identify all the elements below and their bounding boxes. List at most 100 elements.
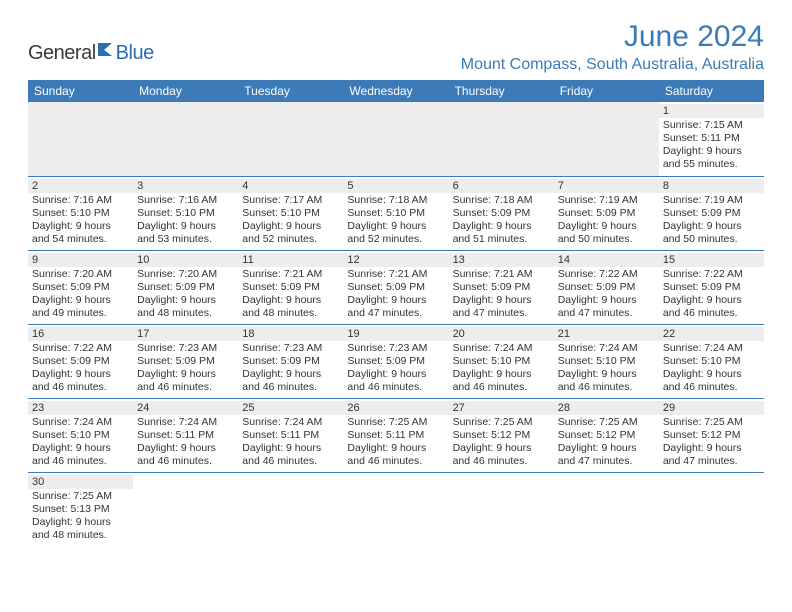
day-number: 23 (28, 401, 133, 415)
day-number: 26 (343, 401, 448, 415)
calendar-row: 23Sunrise: 7:24 AMSunset: 5:10 PMDayligh… (28, 398, 764, 472)
weekday-header: Sunday (28, 80, 133, 102)
day-number: 5 (343, 179, 448, 193)
day-number: 12 (343, 253, 448, 267)
calendar-cell: 17Sunrise: 7:23 AMSunset: 5:09 PMDayligh… (133, 324, 238, 398)
day-detail: Sunrise: 7:24 AMSunset: 5:11 PMDaylight:… (242, 416, 339, 469)
day-detail: Sunrise: 7:18 AMSunset: 5:09 PMDaylight:… (453, 194, 550, 247)
calendar-cell: 28Sunrise: 7:25 AMSunset: 5:12 PMDayligh… (554, 398, 659, 472)
calendar-cell (343, 102, 448, 176)
day-number: 28 (554, 401, 659, 415)
calendar-cell (554, 472, 659, 546)
day-detail: Sunrise: 7:21 AMSunset: 5:09 PMDaylight:… (347, 268, 444, 321)
calendar-cell: 25Sunrise: 7:24 AMSunset: 5:11 PMDayligh… (238, 398, 343, 472)
logo-text-blue: Blue (116, 42, 154, 65)
calendar-cell (238, 102, 343, 176)
day-number: 22 (659, 327, 764, 341)
day-number: 19 (343, 327, 448, 341)
weekday-header: Monday (133, 80, 238, 102)
day-number: 3 (133, 179, 238, 193)
calendar-cell: 12Sunrise: 7:21 AMSunset: 5:09 PMDayligh… (343, 250, 448, 324)
calendar-cell: 29Sunrise: 7:25 AMSunset: 5:12 PMDayligh… (659, 398, 764, 472)
calendar-cell (133, 472, 238, 546)
calendar-cell: 27Sunrise: 7:25 AMSunset: 5:12 PMDayligh… (449, 398, 554, 472)
day-number: 14 (554, 253, 659, 267)
weekday-header: Wednesday (343, 80, 448, 102)
calendar-cell (133, 102, 238, 176)
calendar-row: 9Sunrise: 7:20 AMSunset: 5:09 PMDaylight… (28, 250, 764, 324)
day-detail: Sunrise: 7:25 AMSunset: 5:12 PMDaylight:… (558, 416, 655, 469)
day-detail: Sunrise: 7:15 AMSunset: 5:11 PMDaylight:… (663, 119, 760, 172)
day-number: 13 (449, 253, 554, 267)
day-number: 2 (28, 179, 133, 193)
calendar-cell: 6Sunrise: 7:18 AMSunset: 5:09 PMDaylight… (449, 176, 554, 250)
day-detail: Sunrise: 7:20 AMSunset: 5:09 PMDaylight:… (137, 268, 234, 321)
day-detail: Sunrise: 7:22 AMSunset: 5:09 PMDaylight:… (32, 342, 129, 395)
logo: General Blue (28, 42, 154, 65)
day-number: 20 (449, 327, 554, 341)
calendar-cell: 9Sunrise: 7:20 AMSunset: 5:09 PMDaylight… (28, 250, 133, 324)
day-detail: Sunrise: 7:25 AMSunset: 5:13 PMDaylight:… (32, 490, 129, 543)
calendar-row: 16Sunrise: 7:22 AMSunset: 5:09 PMDayligh… (28, 324, 764, 398)
flag-icon (98, 43, 116, 62)
day-number: 10 (133, 253, 238, 267)
day-detail: Sunrise: 7:19 AMSunset: 5:09 PMDaylight:… (663, 194, 760, 247)
day-detail: Sunrise: 7:23 AMSunset: 5:09 PMDaylight:… (137, 342, 234, 395)
weekday-header: Saturday (659, 80, 764, 102)
header: General Blue June 2024 Mount Compass, So… (28, 20, 764, 74)
calendar-cell: 8Sunrise: 7:19 AMSunset: 5:09 PMDaylight… (659, 176, 764, 250)
day-number: 6 (449, 179, 554, 193)
day-detail: Sunrise: 7:21 AMSunset: 5:09 PMDaylight:… (242, 268, 339, 321)
weekday-header: Friday (554, 80, 659, 102)
calendar-cell: 3Sunrise: 7:16 AMSunset: 5:10 PMDaylight… (133, 176, 238, 250)
calendar-cell: 16Sunrise: 7:22 AMSunset: 5:09 PMDayligh… (28, 324, 133, 398)
calendar-row: 30Sunrise: 7:25 AMSunset: 5:13 PMDayligh… (28, 472, 764, 546)
day-detail: Sunrise: 7:22 AMSunset: 5:09 PMDaylight:… (558, 268, 655, 321)
day-number: 29 (659, 401, 764, 415)
calendar-body: 1Sunrise: 7:15 AMSunset: 5:11 PMDaylight… (28, 102, 764, 546)
calendar-cell: 2Sunrise: 7:16 AMSunset: 5:10 PMDaylight… (28, 176, 133, 250)
day-detail: Sunrise: 7:24 AMSunset: 5:10 PMDaylight:… (663, 342, 760, 395)
calendar-cell: 18Sunrise: 7:23 AMSunset: 5:09 PMDayligh… (238, 324, 343, 398)
day-number: 1 (659, 104, 764, 118)
calendar-row: 2Sunrise: 7:16 AMSunset: 5:10 PMDaylight… (28, 176, 764, 250)
day-number: 27 (449, 401, 554, 415)
location-label: Mount Compass, South Australia, Australi… (461, 56, 764, 74)
calendar-cell (659, 472, 764, 546)
day-detail: Sunrise: 7:20 AMSunset: 5:09 PMDaylight:… (32, 268, 129, 321)
day-number: 15 (659, 253, 764, 267)
day-number: 18 (238, 327, 343, 341)
calendar-table: SundayMondayTuesdayWednesdayThursdayFrid… (28, 80, 764, 546)
day-detail: Sunrise: 7:22 AMSunset: 5:09 PMDaylight:… (663, 268, 760, 321)
day-detail: Sunrise: 7:24 AMSunset: 5:10 PMDaylight:… (453, 342, 550, 395)
calendar-cell (449, 102, 554, 176)
day-number: 9 (28, 253, 133, 267)
calendar-row: 1Sunrise: 7:15 AMSunset: 5:11 PMDaylight… (28, 102, 764, 176)
weekday-header-row: SundayMondayTuesdayWednesdayThursdayFrid… (28, 80, 764, 102)
calendar-cell (238, 472, 343, 546)
day-detail: Sunrise: 7:25 AMSunset: 5:11 PMDaylight:… (347, 416, 444, 469)
calendar-cell: 15Sunrise: 7:22 AMSunset: 5:09 PMDayligh… (659, 250, 764, 324)
calendar-cell: 14Sunrise: 7:22 AMSunset: 5:09 PMDayligh… (554, 250, 659, 324)
title-block: June 2024 Mount Compass, South Australia… (461, 20, 764, 74)
day-detail: Sunrise: 7:24 AMSunset: 5:10 PMDaylight:… (558, 342, 655, 395)
calendar-cell: 21Sunrise: 7:24 AMSunset: 5:10 PMDayligh… (554, 324, 659, 398)
day-detail: Sunrise: 7:19 AMSunset: 5:09 PMDaylight:… (558, 194, 655, 247)
day-detail: Sunrise: 7:17 AMSunset: 5:10 PMDaylight:… (242, 194, 339, 247)
day-detail: Sunrise: 7:16 AMSunset: 5:10 PMDaylight:… (137, 194, 234, 247)
calendar-cell: 7Sunrise: 7:19 AMSunset: 5:09 PMDaylight… (554, 176, 659, 250)
day-number: 24 (133, 401, 238, 415)
calendar-cell (449, 472, 554, 546)
day-number: 8 (659, 179, 764, 193)
day-detail: Sunrise: 7:16 AMSunset: 5:10 PMDaylight:… (32, 194, 129, 247)
weekday-header: Thursday (449, 80, 554, 102)
day-detail: Sunrise: 7:21 AMSunset: 5:09 PMDaylight:… (453, 268, 550, 321)
calendar-cell: 23Sunrise: 7:24 AMSunset: 5:10 PMDayligh… (28, 398, 133, 472)
day-number: 11 (238, 253, 343, 267)
day-number: 21 (554, 327, 659, 341)
calendar-cell: 24Sunrise: 7:24 AMSunset: 5:11 PMDayligh… (133, 398, 238, 472)
day-number: 7 (554, 179, 659, 193)
day-number: 25 (238, 401, 343, 415)
calendar-cell (554, 102, 659, 176)
calendar-cell: 30Sunrise: 7:25 AMSunset: 5:13 PMDayligh… (28, 472, 133, 546)
